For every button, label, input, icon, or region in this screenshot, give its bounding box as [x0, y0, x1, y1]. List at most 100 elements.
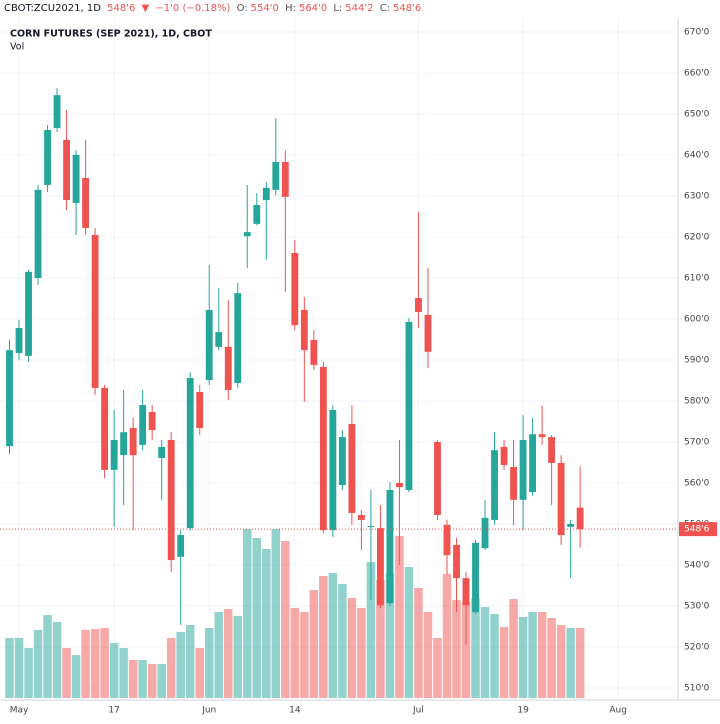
candle-body — [253, 205, 261, 224]
volume-bar — [128, 660, 138, 698]
x-tick-label: Aug — [609, 706, 627, 716]
candles — [6, 88, 584, 645]
volume-bar — [338, 584, 347, 698]
y-tick-label: 620'0 — [684, 233, 710, 243]
l-label: L: — [333, 3, 343, 14]
volume-bar — [480, 607, 490, 698]
candle-body — [405, 321, 413, 490]
candle-body — [491, 450, 498, 520]
volume-bar — [461, 602, 471, 698]
candle-body — [310, 339, 318, 365]
volume-bar — [62, 648, 71, 698]
volume-bar — [471, 598, 480, 698]
candle-body — [167, 439, 175, 561]
volume-bar — [52, 622, 62, 698]
volume-bar — [5, 638, 14, 698]
candle-body — [538, 434, 546, 438]
candle-body — [348, 423, 356, 513]
y-tick-label: 520'0 — [684, 643, 710, 653]
o-label: O: — [236, 3, 248, 14]
candle-body — [548, 437, 556, 463]
candle-body — [272, 161, 280, 190]
y-tick-label: 600'0 — [684, 315, 710, 325]
candle-body — [557, 462, 565, 536]
candle-body — [15, 328, 23, 354]
volume-bar — [442, 574, 452, 698]
candle-body — [386, 489, 394, 604]
open: 554'0 — [250, 3, 279, 14]
volume-bar — [319, 576, 328, 698]
candle-body — [53, 95, 61, 128]
volume-bar — [433, 638, 442, 698]
candle-body — [329, 410, 337, 531]
candle-body — [262, 187, 270, 201]
candle-body — [44, 129, 51, 185]
volume-bar — [366, 562, 376, 698]
candle-body — [82, 177, 90, 228]
volume-bar — [328, 573, 338, 698]
grid — [0, 18, 678, 700]
volume-bar — [376, 580, 385, 698]
volume-bar — [262, 549, 271, 698]
volume-bar — [499, 627, 509, 698]
chart-title: CORN FUTURES (SEP 2021), 1D, CBOT — [10, 29, 212, 40]
volume-bar — [271, 529, 281, 698]
header: CBOT:ZCU2021, 1D 548'6 ▼ −1'0 (−0.18%) O… — [4, 3, 424, 14]
volume-bar — [404, 567, 414, 698]
last-price-label: 548'6 — [684, 525, 710, 535]
volume-bar — [385, 573, 395, 698]
candle-body — [424, 314, 432, 352]
y-tick-label: 630'0 — [684, 192, 710, 202]
candle-body — [481, 517, 489, 549]
candle-body — [196, 391, 204, 429]
candle-body — [158, 446, 166, 458]
volume-bar — [119, 648, 128, 698]
arrow: ▼ — [141, 3, 150, 14]
volume — [5, 529, 585, 698]
volume-bar — [90, 629, 100, 698]
y-tick-label: 650'0 — [684, 110, 710, 120]
volume-bar — [71, 655, 81, 698]
candle-body — [120, 432, 128, 456]
candle-body — [6, 350, 13, 447]
y-tick-label: 580'0 — [684, 397, 710, 407]
volume-label: Vol — [10, 42, 24, 53]
candle-body — [396, 483, 403, 488]
candle-body — [91, 234, 99, 388]
volume-bar — [518, 617, 528, 698]
volume-bar — [195, 648, 204, 698]
candle-body — [443, 524, 451, 556]
candle-body — [510, 467, 517, 500]
x-tick-label: 14 — [289, 706, 301, 716]
y-tick-label: 510'0 — [684, 684, 710, 694]
y-tick-label: 540'0 — [684, 561, 710, 571]
y-tick-label: 530'0 — [684, 602, 710, 612]
close: 548'6 — [393, 3, 422, 14]
candle-body — [110, 439, 118, 470]
y-tick-label: 570'0 — [684, 438, 710, 448]
candle-body — [72, 155, 80, 203]
c-label: C: — [379, 3, 391, 14]
volume-bar — [414, 588, 423, 698]
candle-body — [567, 524, 575, 527]
candle-body — [63, 139, 70, 201]
volume-bar — [509, 599, 518, 698]
candle-body — [300, 309, 308, 351]
candle-body — [576, 507, 584, 530]
candle-body — [376, 528, 384, 606]
candle-body — [453, 544, 460, 579]
candle-body — [529, 434, 537, 493]
volume-bar — [575, 628, 585, 698]
x-tick-label: 19 — [517, 706, 529, 716]
candle-body — [205, 309, 213, 381]
volume-bar — [138, 660, 147, 698]
h-label: H: — [285, 3, 296, 14]
volume-bar — [347, 598, 357, 698]
candle-body — [34, 189, 42, 278]
volume-bar — [452, 600, 461, 698]
candle-body — [129, 428, 137, 456]
last: 548'6 — [107, 3, 136, 14]
